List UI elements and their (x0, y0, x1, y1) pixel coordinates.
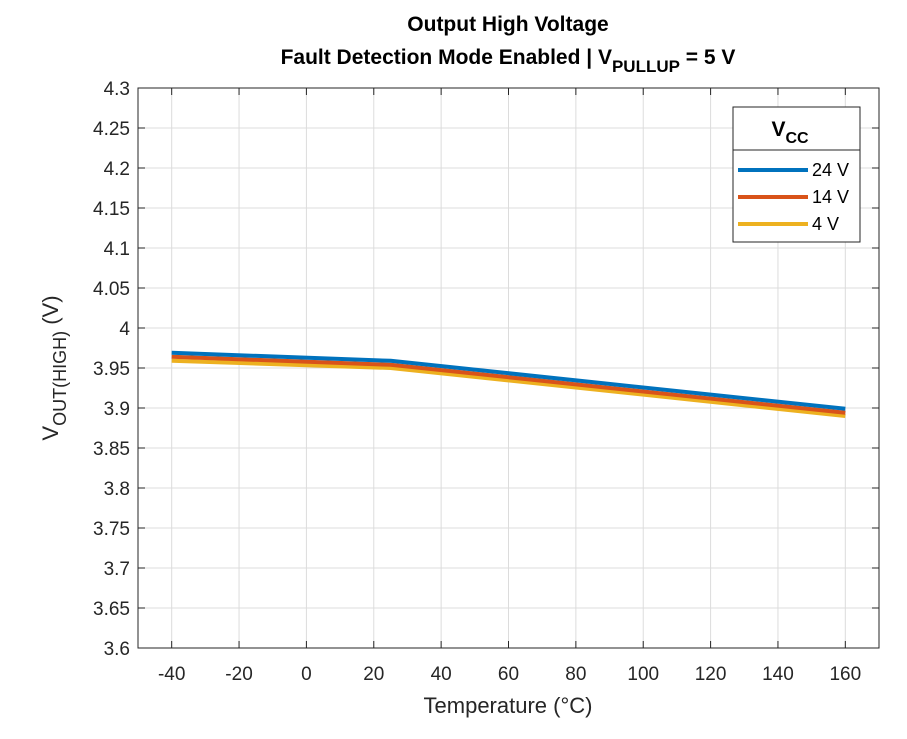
chart-title-line1: Output High Voltage (407, 13, 608, 36)
x-tick-label: 120 (695, 664, 727, 685)
y-tick-label: 3.8 (104, 479, 130, 500)
x-axis-label: Temperature (°C) (424, 693, 593, 718)
x-tick-label: 160 (829, 664, 861, 685)
legend-label: 24 V (812, 160, 849, 180)
y-tick-label: 3.7 (104, 559, 130, 580)
x-tick-label: 20 (363, 664, 384, 685)
x-tick-label: 60 (498, 664, 519, 685)
legend-title-sub: CC (785, 130, 809, 147)
y-label-suffix: (V) (38, 295, 63, 330)
y-tick-label: 4.25 (93, 119, 130, 140)
series-line-14v (171, 354, 846, 415)
y-tick-label: 4 (119, 319, 130, 340)
x-tick-label: 80 (565, 664, 586, 685)
legend-label: 4 V (812, 214, 839, 234)
chart-title-line2: Fault Detection Mode Enabled | VPULLUP =… (281, 46, 736, 76)
y-tick-label: 4.15 (93, 199, 130, 220)
y-label-main: V (38, 426, 63, 441)
x-tick-label: 0 (301, 664, 312, 685)
y-tick-label: 3.85 (93, 439, 130, 460)
x-tick-label: -40 (158, 664, 185, 685)
tick-layer: -40 -20 0 20 40 60 80 100 120 140 160 3.6 3.65 3.7 3.7… (93, 79, 879, 685)
series-layer (171, 350, 846, 418)
legend-box (732, 106, 861, 243)
y-tick-label: 4.1 (104, 239, 130, 260)
legend-label: 14 V (812, 187, 849, 207)
y-tick-label: 3.6 (104, 639, 130, 660)
y-tick-label: 4.3 (104, 79, 130, 100)
x-tick-label: 40 (431, 664, 452, 685)
title-line2-prefix: Fault Detection Mode Enabled | V (281, 46, 612, 69)
y-tick-label: 3.65 (93, 599, 130, 620)
y-tick-label: 3.9 (104, 399, 130, 420)
y-label-sub: OUT(HIGH) (50, 331, 70, 426)
legend: VCC 24 V 14 V 4 V (732, 106, 861, 243)
series-line-24v (171, 350, 846, 411)
y-tick-label: 4.2 (104, 159, 130, 180)
title-line2-subscript: PULLUP (612, 57, 680, 76)
y-axis-label: VOUT(HIGH) (V) (38, 295, 70, 440)
series-line-4v (171, 358, 846, 418)
y-tick-label: 4.05 (93, 279, 130, 300)
legend-entries: 24 V 14 V 4 V (738, 160, 849, 234)
x-tick-label: 100 (627, 664, 659, 685)
y-tick-label: 3.95 (93, 359, 130, 380)
title-line2-suffix: = 5 V (680, 46, 735, 69)
x-tick-label: 140 (762, 664, 794, 685)
legend-title: VCC (771, 118, 809, 147)
y-tick-label: 3.75 (93, 519, 130, 540)
x-tick-label: -20 (225, 664, 252, 685)
legend-title-main: V (771, 118, 785, 141)
